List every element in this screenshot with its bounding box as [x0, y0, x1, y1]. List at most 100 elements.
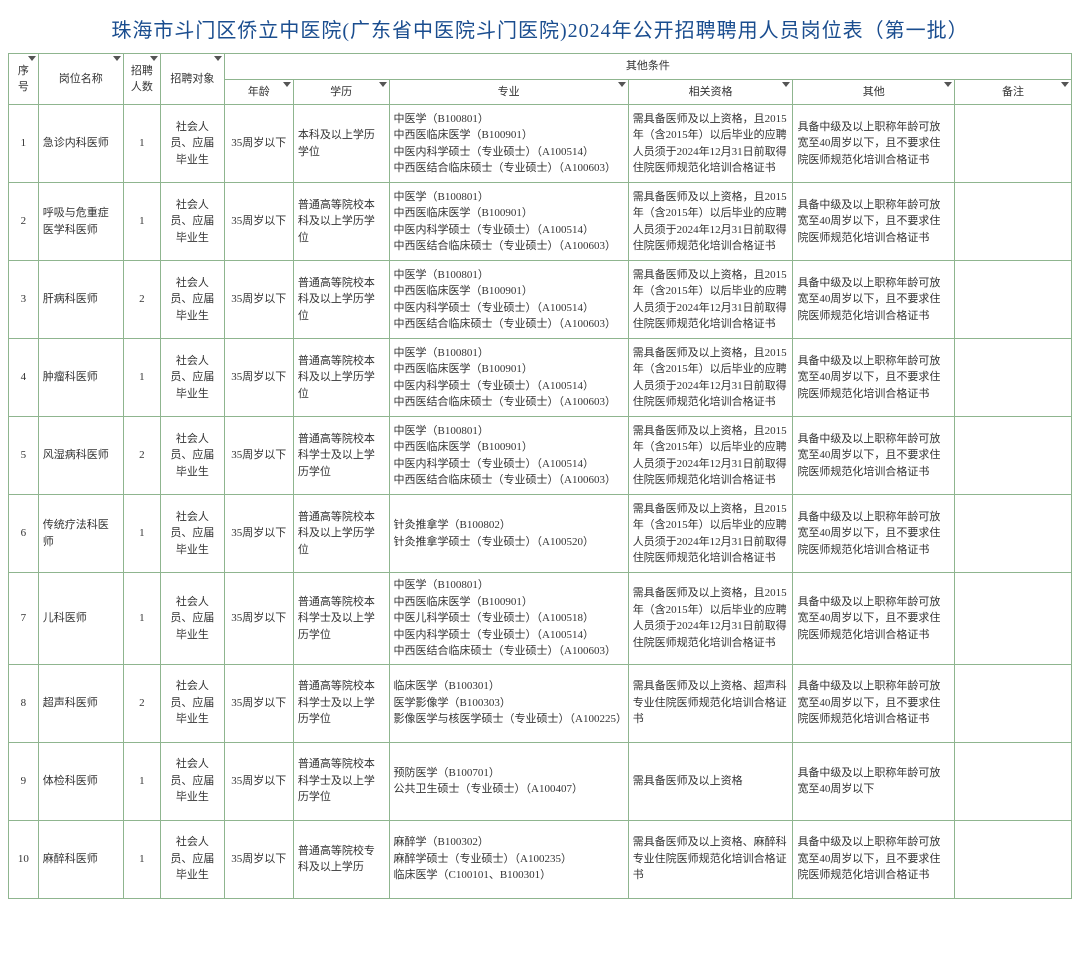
- cell-other: 具备中级及以上职称年龄可放宽至40周岁以下，且不要求住院医师规范化培训合格证书: [793, 664, 955, 742]
- cell-idx: 10: [9, 820, 39, 898]
- filter-icon[interactable]: [1061, 82, 1069, 87]
- header-remark[interactable]: 备注: [955, 79, 1072, 105]
- filter-icon[interactable]: [782, 82, 790, 87]
- cell-qual: 需具备医师及以上资格、超声科专业住院医师规范化培训合格证书: [628, 664, 793, 742]
- cell-edu: 普通高等院校本科学士及以上学历学位: [293, 742, 389, 820]
- cell-idx: 5: [9, 417, 39, 495]
- cell-major: 针灸推拿学（B100802） 针灸推拿学硕士（专业硕士）（A100520）: [389, 495, 628, 573]
- header-idx[interactable]: 序号: [9, 54, 39, 105]
- cell-pos: 体检科医师: [38, 742, 123, 820]
- cell-other: 具备中级及以上职称年龄可放宽至40周岁以下，且不要求住院医师规范化培训合格证书: [793, 261, 955, 339]
- cell-edu: 普通高等院校本科及以上学历学位: [293, 183, 389, 261]
- cell-remark: [955, 339, 1072, 417]
- cell-qual: 需具备医师及以上资格，且2015年（含2015年）以后毕业的应聘人员须于2024…: [628, 183, 793, 261]
- cell-count: 1: [123, 742, 160, 820]
- header-age[interactable]: 年龄: [224, 79, 293, 105]
- cell-age: 35周岁以下: [224, 261, 293, 339]
- job-table: 序号 岗位名称 招聘人数 招聘对象 其他条件 年龄 学历 专业 相关资格 其他 …: [8, 53, 1072, 899]
- cell-target: 社会人员、应届毕业生: [160, 417, 224, 495]
- cell-remark: [955, 417, 1072, 495]
- cell-remark: [955, 183, 1072, 261]
- cell-count: 1: [123, 495, 160, 573]
- cell-edu: 普通高等院校本科及以上学历学位: [293, 495, 389, 573]
- cell-remark: [955, 261, 1072, 339]
- cell-remark: [955, 105, 1072, 183]
- filter-icon[interactable]: [150, 56, 158, 61]
- header-major[interactable]: 专业: [389, 79, 628, 105]
- cell-target: 社会人员、应届毕业生: [160, 183, 224, 261]
- cell-age: 35周岁以下: [224, 495, 293, 573]
- cell-pos: 风湿病科医师: [38, 417, 123, 495]
- cell-remark: [955, 742, 1072, 820]
- header-edu[interactable]: 学历: [293, 79, 389, 105]
- table-row: 2呼吸与危重症医学科医师1社会人员、应届毕业生35周岁以下普通高等院校本科及以上…: [9, 183, 1072, 261]
- header-count[interactable]: 招聘人数: [123, 54, 160, 105]
- cell-qual: 需具备医师及以上资格、麻醉科专业住院医师规范化培训合格证书: [628, 820, 793, 898]
- cell-age: 35周岁以下: [224, 573, 293, 665]
- header-qual[interactable]: 相关资格: [628, 79, 793, 105]
- cell-qual: 需具备医师及以上资格，且2015年（含2015年）以后毕业的应聘人员须于2024…: [628, 261, 793, 339]
- cell-edu: 普通高等院校本科及以上学历学位: [293, 261, 389, 339]
- cell-age: 35周岁以下: [224, 664, 293, 742]
- cell-other: 具备中级及以上职称年龄可放宽至40周岁以下，且不要求住院医师规范化培训合格证书: [793, 573, 955, 665]
- cell-age: 35周岁以下: [224, 742, 293, 820]
- cell-qual: 需具备医师及以上资格，且2015年（含2015年）以后毕业的应聘人员须于2024…: [628, 573, 793, 665]
- cell-pos: 麻醉科医师: [38, 820, 123, 898]
- filter-icon[interactable]: [113, 56, 121, 61]
- cell-major: 中医学（B100801） 中西医临床医学（B100901） 中医内科学硕士（专业…: [389, 183, 628, 261]
- cell-age: 35周岁以下: [224, 339, 293, 417]
- cell-idx: 7: [9, 573, 39, 665]
- cell-count: 1: [123, 183, 160, 261]
- header-target[interactable]: 招聘对象: [160, 54, 224, 105]
- cell-edu: 普通高等院校本科学士及以上学历学位: [293, 573, 389, 665]
- cell-count: 2: [123, 417, 160, 495]
- cell-pos: 急诊内科医师: [38, 105, 123, 183]
- filter-icon[interactable]: [283, 82, 291, 87]
- cell-target: 社会人员、应届毕业生: [160, 105, 224, 183]
- filter-icon[interactable]: [944, 82, 952, 87]
- cell-major: 中医学（B100801） 中西医临床医学（B100901） 中医儿科学硕士（专业…: [389, 573, 628, 665]
- filter-icon[interactable]: [214, 56, 222, 61]
- header-pos[interactable]: 岗位名称: [38, 54, 123, 105]
- cell-major: 预防医学（B100701） 公共卫生硕士（专业硕士）（A100407）: [389, 742, 628, 820]
- cell-idx: 6: [9, 495, 39, 573]
- header-other[interactable]: 其他: [793, 79, 955, 105]
- cell-major: 中医学（B100801） 中西医临床医学（B100901） 中医内科学硕士（专业…: [389, 105, 628, 183]
- cell-idx: 9: [9, 742, 39, 820]
- cell-edu: 本科及以上学历学位: [293, 105, 389, 183]
- page-title: 珠海市斗门区侨立中医院(广东省中医院斗门医院)2024年公开招聘聘用人员岗位表（…: [8, 8, 1072, 53]
- cell-remark: [955, 573, 1072, 665]
- cell-pos: 儿科医师: [38, 573, 123, 665]
- cell-idx: 1: [9, 105, 39, 183]
- cell-idx: 2: [9, 183, 39, 261]
- cell-target: 社会人员、应届毕业生: [160, 742, 224, 820]
- cell-qual: 需具备医师及以上资格，且2015年（含2015年）以后毕业的应聘人员须于2024…: [628, 495, 793, 573]
- cell-major: 中医学（B100801） 中西医临床医学（B100901） 中医内科学硕士（专业…: [389, 417, 628, 495]
- filter-icon[interactable]: [379, 82, 387, 87]
- cell-pos: 肝病科医师: [38, 261, 123, 339]
- cell-major: 中医学（B100801） 中西医临床医学（B100901） 中医内科学硕士（专业…: [389, 261, 628, 339]
- cell-other: 具备中级及以上职称年龄可放宽至40周岁以下，且不要求住院医师规范化培训合格证书: [793, 820, 955, 898]
- cell-qual: 需具备医师及以上资格，且2015年（含2015年）以后毕业的应聘人员须于2024…: [628, 105, 793, 183]
- cell-remark: [955, 820, 1072, 898]
- table-row: 1急诊内科医师1社会人员、应届毕业生35周岁以下本科及以上学历学位中医学（B10…: [9, 105, 1072, 183]
- table-row: 5风湿病科医师2社会人员、应届毕业生35周岁以下普通高等院校本科学士及以上学历学…: [9, 417, 1072, 495]
- cell-edu: 普通高等院校本科学士及以上学历学位: [293, 664, 389, 742]
- cell-qual: 需具备医师及以上资格: [628, 742, 793, 820]
- filter-icon[interactable]: [618, 82, 626, 87]
- cell-major: 中医学（B100801） 中西医临床医学（B100901） 中医内科学硕士（专业…: [389, 339, 628, 417]
- cell-target: 社会人员、应届毕业生: [160, 261, 224, 339]
- cell-qual: 需具备医师及以上资格，且2015年（含2015年）以后毕业的应聘人员须于2024…: [628, 339, 793, 417]
- cell-target: 社会人员、应届毕业生: [160, 339, 224, 417]
- filter-icon[interactable]: [28, 56, 36, 61]
- cell-pos: 超声科医师: [38, 664, 123, 742]
- cell-target: 社会人员、应届毕业生: [160, 495, 224, 573]
- table-row: 6传统疗法科医师1社会人员、应届毕业生35周岁以下普通高等院校本科及以上学历学位…: [9, 495, 1072, 573]
- cell-count: 1: [123, 105, 160, 183]
- cell-pos: 肿瘤科医师: [38, 339, 123, 417]
- cell-other: 具备中级及以上职称年龄可放宽至40周岁以下，且不要求住院医师规范化培训合格证书: [793, 183, 955, 261]
- cell-idx: 4: [9, 339, 39, 417]
- table-row: 9体检科医师1社会人员、应届毕业生35周岁以下普通高等院校本科学士及以上学历学位…: [9, 742, 1072, 820]
- cell-idx: 3: [9, 261, 39, 339]
- cell-count: 2: [123, 664, 160, 742]
